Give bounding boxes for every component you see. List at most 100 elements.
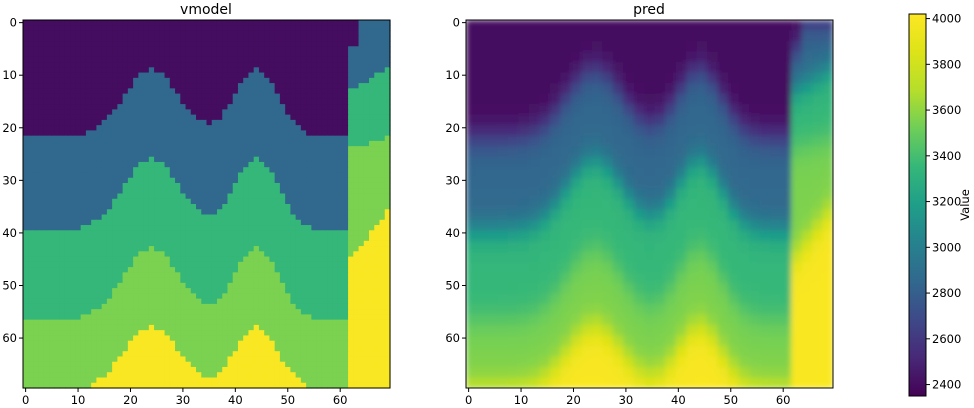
heatmap-cell: [211, 230, 218, 237]
heatmap-cell: [269, 56, 276, 63]
heatmap-cell: [96, 282, 103, 289]
heatmap-cell: [206, 288, 213, 294]
heatmap-cell: [180, 277, 187, 284]
heatmap-cell: [300, 330, 307, 337]
heatmap-cell: [54, 35, 61, 42]
heatmap-cell: [222, 282, 229, 289]
heatmap-cell: [211, 240, 218, 247]
heatmap-cell: [138, 340, 145, 347]
heatmap-cell: [138, 372, 145, 379]
heatmap-cell: [379, 83, 386, 89]
heatmap-cell: [164, 340, 171, 347]
heatmap-cell: [363, 377, 370, 384]
heatmap-cell: [290, 25, 297, 32]
heatmap-cell: [175, 98, 181, 105]
heatmap-cell: [101, 356, 108, 363]
heatmap-cell: [248, 77, 255, 84]
heatmap-cell: [258, 282, 265, 289]
heatmap-cell: [64, 267, 71, 273]
heatmap-cell: [185, 288, 192, 294]
heatmap-cell: [264, 314, 271, 321]
heatmap-cell: [279, 51, 286, 58]
heatmap-cell: [311, 93, 318, 100]
heatmap-cell: [133, 30, 139, 37]
heatmap-cell: [227, 41, 234, 47]
heatmap-cell: [279, 261, 286, 268]
heatmap-cell: [232, 72, 239, 79]
heatmap-cell: [175, 298, 181, 305]
heatmap-cell: [206, 204, 213, 210]
heatmap-cell: [216, 151, 223, 158]
heatmap-cell: [300, 88, 307, 95]
heatmap-cell: [185, 161, 192, 168]
heatmap-cell: [285, 340, 291, 347]
heatmap-cell: [248, 46, 255, 53]
heatmap-cell: [85, 314, 92, 321]
heatmap-cell: [363, 230, 370, 237]
heatmap-cell: [321, 361, 328, 368]
heatmap-cell: [232, 303, 239, 310]
heatmap-cell: [264, 309, 271, 315]
heatmap-cell: [148, 56, 155, 63]
heatmap-cell: [348, 51, 354, 58]
heatmap-cell: [290, 140, 297, 147]
heatmap-cell: [348, 204, 354, 210]
heatmap-cell: [159, 293, 166, 300]
heatmap-cell: [180, 261, 187, 268]
heatmap-cell: [59, 267, 66, 273]
heatmap-cell: [85, 219, 92, 226]
heatmap-cell: [237, 314, 244, 321]
heatmap-cell: [384, 345, 391, 352]
heatmap-cell: [28, 277, 35, 284]
heatmap-cell: [138, 277, 145, 284]
heatmap-cell: [295, 46, 302, 53]
heatmap-cell: [106, 193, 113, 200]
heatmap-cell: [85, 109, 92, 116]
heatmap-cell: [342, 345, 349, 352]
heatmap-cell: [237, 240, 244, 247]
heatmap-cell: [59, 119, 66, 126]
heatmap-cell: [321, 20, 328, 26]
heatmap-cell: [96, 377, 103, 384]
heatmap-cell: [154, 72, 160, 79]
heatmap-cell: [258, 161, 265, 168]
heatmap-cell: [285, 93, 291, 100]
heatmap-cell: [190, 20, 197, 26]
heatmap-cell: [321, 98, 328, 105]
heatmap-cell: [295, 72, 302, 79]
heatmap-cell: [211, 172, 218, 179]
heatmap-cell: [64, 51, 71, 58]
heatmap-cell: [80, 309, 87, 315]
heatmap-cell: [353, 314, 360, 321]
heatmap-cell: [64, 25, 71, 32]
heatmap-cell: [358, 20, 365, 26]
heatmap-cell: [379, 109, 386, 116]
heatmap-cell: [148, 377, 155, 384]
heatmap-cell: [54, 119, 61, 126]
heatmap-cell: [127, 277, 134, 284]
heatmap-cell: [127, 172, 134, 179]
heatmap-cell: [363, 324, 370, 331]
heatmap-cell: [216, 125, 223, 131]
heatmap-cell: [253, 282, 260, 289]
heatmap-cell: [64, 209, 71, 216]
heatmap-cell: [138, 267, 145, 273]
heatmap-cell: [279, 20, 286, 26]
heatmap-cell: [190, 324, 197, 331]
heatmap-cell: [133, 109, 139, 116]
heatmap-cell: [143, 361, 150, 368]
heatmap-cell: [285, 366, 291, 373]
heatmap-cell: [353, 83, 360, 89]
heatmap-cell: [279, 282, 286, 289]
heatmap-cell: [332, 267, 339, 273]
heatmap-cell: [269, 198, 276, 205]
heatmap-cell: [353, 230, 360, 237]
heatmap-cell: [337, 288, 344, 294]
heatmap-cell: [206, 77, 213, 84]
heatmap-cell: [190, 335, 197, 342]
heatmap-cell: [264, 204, 271, 210]
heatmap-cell: [169, 167, 176, 174]
heatmap-cell: [285, 156, 291, 163]
heatmap-cell: [237, 188, 244, 195]
heatmap-cell: [33, 161, 40, 168]
